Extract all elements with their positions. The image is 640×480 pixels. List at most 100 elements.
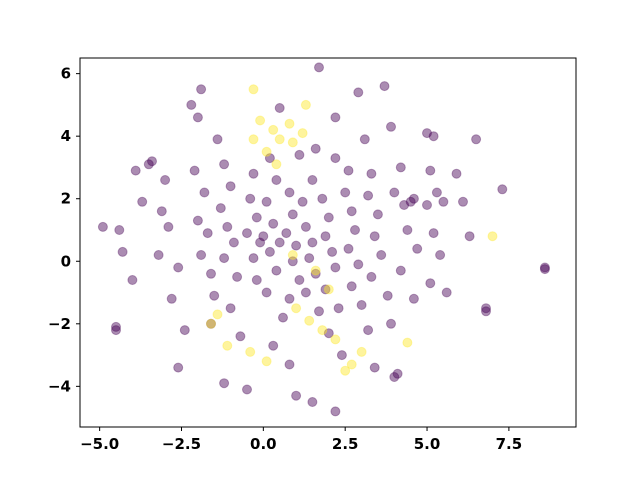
- scatter-point-class-0-purple: [471, 134, 482, 145]
- scatter-point-class-0-purple: [274, 237, 285, 248]
- scatter-point-class-0-purple: [271, 175, 282, 185]
- scatter-point-class-0-purple: [189, 165, 200, 176]
- scatter-point-class-0-purple: [314, 62, 324, 73]
- scatter-point-class-0-purple: [363, 325, 374, 336]
- scatter-point-class-1-yellow: [284, 118, 295, 129]
- scatter-point-class-1-yellow: [212, 309, 223, 320]
- scatter-point-class-0-purple: [294, 149, 305, 160]
- scatter-point-class-0-purple: [310, 143, 321, 154]
- scatter-point-class-0-purple: [350, 225, 360, 235]
- scatter-point-class-0-purple: [245, 193, 256, 204]
- scatter-point-class-0-purple: [389, 372, 400, 382]
- scatter-point-class-0-purple: [261, 196, 272, 207]
- scatter-point-class-1-yellow: [402, 337, 413, 348]
- scatter-point-class-0-purple: [428, 228, 439, 239]
- y-tick-label: 6: [61, 65, 71, 83]
- scatter-point-class-0-purple: [343, 165, 354, 176]
- scatter-point-class-0-purple: [97, 221, 108, 232]
- scatter-point-class-0-purple: [307, 237, 318, 248]
- scatter-point-class-0-purple: [219, 378, 230, 389]
- scatter-point-class-0-purple: [481, 306, 491, 317]
- scatter-point-class-0-purple: [228, 237, 239, 248]
- scatter-point-class-0-purple: [366, 271, 377, 282]
- scatter-point-class-0-purple: [320, 284, 331, 295]
- y-tick-label: 2: [61, 190, 71, 208]
- scatter-point-class-0-purple: [353, 87, 364, 98]
- scatter-point-class-1-yellow: [248, 134, 259, 145]
- scatter-point-class-1-yellow: [291, 303, 302, 314]
- scatter-point-class-0-purple: [330, 406, 341, 417]
- scatter-point-class-0-purple: [330, 112, 341, 123]
- scatter-point-class-0-purple: [392, 368, 403, 379]
- scatter-point-class-0-purple: [242, 384, 252, 395]
- scatter-point-class-1-yellow: [356, 346, 367, 357]
- scatter-point-class-0-purple: [422, 200, 432, 210]
- scatter-point-class-0-purple: [464, 231, 475, 242]
- scatter-point-class-0-purple: [314, 306, 324, 317]
- scatter-point-class-0-purple: [497, 184, 508, 195]
- x-tick-label: 0.0: [250, 435, 277, 453]
- scatter-point-class-0-purple: [330, 153, 341, 164]
- scatter-point-class-0-purple: [366, 168, 377, 179]
- scatter-point-class-0-purple: [422, 128, 432, 139]
- axes-spines: [79, 57, 577, 428]
- scatter-point-class-0-purple: [304, 253, 315, 264]
- scatter-point-class-0-purple: [206, 268, 216, 279]
- scatter-point-class-0-purple: [458, 196, 468, 207]
- scatter-point-class-0-purple: [232, 271, 243, 282]
- scatter-point-class-0-purple: [369, 231, 380, 242]
- scatter-point-class-0-purple: [251, 212, 262, 223]
- scatter-point-class-0-purple: [333, 303, 344, 314]
- scatter-point-class-0-purple: [372, 209, 383, 220]
- scatter-point-class-0-purple: [428, 131, 439, 142]
- scatter-point-class-0-purple: [186, 99, 197, 110]
- scatter-point-class-0-purple: [435, 250, 446, 260]
- scatter-point-class-0-purple: [307, 397, 318, 407]
- x-tick-label: 7.5: [496, 435, 523, 453]
- y-tick-label: −4: [48, 377, 71, 395]
- scatter-point-class-0-purple: [294, 275, 305, 285]
- scatter-point-class-0-purple: [336, 350, 347, 361]
- x-tick-label: 2.5: [332, 435, 359, 453]
- x-tick-label: −5.0: [80, 435, 119, 453]
- scatter-point-class-0-purple: [202, 228, 213, 239]
- scatter-point-class-1-yellow: [287, 137, 298, 148]
- scatter-point-class-0-purple: [389, 187, 400, 198]
- scatter-point-class-0-purple: [196, 84, 207, 95]
- scatter-point-class-0-purple: [359, 134, 370, 145]
- scatter-point-class-0-purple: [300, 287, 311, 298]
- scatter-point-class-0-purple: [274, 103, 285, 113]
- scatter-point-class-0-purple: [343, 243, 354, 254]
- scatter-point-class-0-purple: [408, 193, 419, 204]
- scatter-point-class-0-purple: [268, 218, 279, 229]
- scatter-point-class-0-purple: [242, 228, 252, 239]
- scatter-point-class-0-purple: [264, 246, 275, 257]
- scatter-point-class-0-purple: [192, 112, 203, 123]
- scatter-point-class-0-purple: [356, 300, 367, 310]
- scatter-point-class-0-purple: [320, 231, 331, 242]
- scatter-point-class-0-purple: [261, 287, 272, 298]
- scatter-point-class-0-purple: [111, 321, 121, 332]
- x-tick-label: −2.5: [162, 435, 201, 453]
- scatter-point-class-0-purple: [209, 290, 220, 301]
- scatter-point-class-0-purple: [363, 190, 374, 201]
- scatter-point-class-0-purple: [379, 81, 390, 92]
- scatter-point-class-0-purple: [431, 187, 442, 198]
- scatter-point-class-0-purple: [248, 253, 259, 264]
- scatter-point-class-0-purple: [310, 268, 321, 279]
- y-tick-label: 4: [61, 127, 71, 145]
- scatter-point-class-1-yellow: [245, 346, 256, 357]
- scatter-point-class-1-yellow: [255, 115, 266, 126]
- scatter-point-class-1-yellow: [261, 356, 272, 367]
- scatter-point-class-0-purple: [353, 259, 364, 270]
- scatter-point-class-0-purple: [451, 168, 462, 179]
- scatter-point-class-0-purple: [222, 221, 233, 232]
- scatter-point-class-0-purple: [284, 187, 295, 198]
- scatter-point-class-0-purple: [127, 275, 138, 285]
- scatter-point-class-0-purple: [327, 246, 338, 257]
- scatter-point-class-0-purple: [395, 265, 406, 276]
- scatter-point-class-0-purple: [287, 209, 298, 220]
- scatter-point-class-0-purple: [212, 134, 223, 145]
